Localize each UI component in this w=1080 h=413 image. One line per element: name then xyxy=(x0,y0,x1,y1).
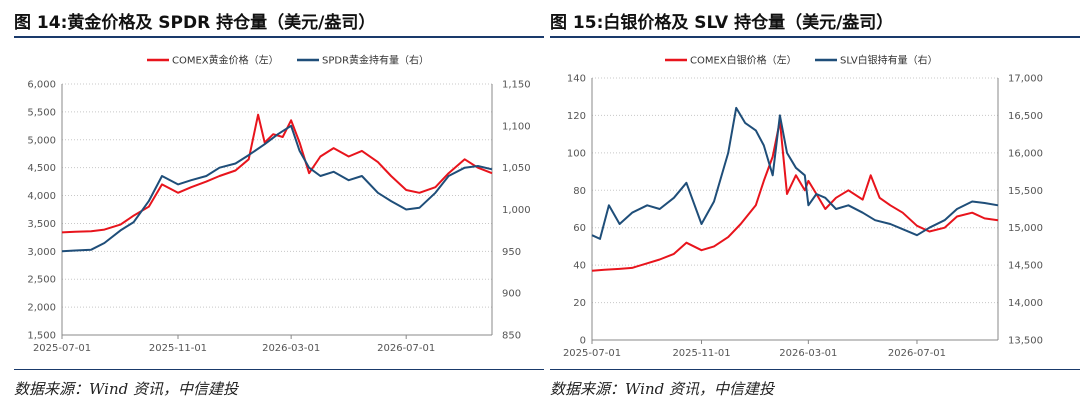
y-right-tick-label: 850 xyxy=(502,331,521,342)
y-left-tick-label: 4,500 xyxy=(27,163,56,174)
y-right-tick-label: 14,500 xyxy=(1008,261,1043,272)
y-left-tick-label: 140 xyxy=(567,74,586,85)
chart-title: 图 14:黄金价格及 SPDR 持仓量（美元/盎司） xyxy=(14,13,376,33)
y-right-tick-label: 16,000 xyxy=(1008,148,1043,159)
series-line-price xyxy=(591,120,999,272)
x-tick-label: 2025-11-01 xyxy=(672,348,730,359)
bottom-rule xyxy=(14,369,544,370)
y-left-tick-label: 2,500 xyxy=(27,275,56,286)
silver-chart: 0 20 40 60 80 100 120 140 13,500 14,000 14,500 15,0… xyxy=(563,54,1043,360)
y-left-tick-label: 60 xyxy=(573,223,586,234)
y-left-tick-label: 40 xyxy=(573,261,586,272)
y-right-tick-label: 900 xyxy=(502,289,521,300)
title-rule xyxy=(14,36,544,38)
series-line-holdings xyxy=(591,106,999,240)
legend-label: SPDR黄金持有量（右） xyxy=(322,54,429,67)
y-right-tick-label: 1,050 xyxy=(502,163,531,174)
y-right-tick-label: 1,100 xyxy=(502,121,531,132)
title-rule xyxy=(550,36,1080,38)
gold-panel: 图 14:黄金价格及 SPDR 持仓量（美元/盎司） 1,500 2,000 2,5… xyxy=(14,0,544,413)
y-right-tick-label: 17,000 xyxy=(1008,74,1043,85)
gold-chart: 1,500 2,000 2,500 3,000 3,500 4,000 4,500 5,000… xyxy=(27,54,531,355)
source-note: 数据来源：Wind 资讯，中信建投 xyxy=(550,380,774,398)
y-left-tick-label: 5,000 xyxy=(27,135,56,146)
y-left-tick-label: 5,500 xyxy=(27,107,56,118)
x-tick-label: 2025-07-01 xyxy=(33,343,91,354)
y-left-tick-label: 20 xyxy=(573,298,586,309)
y-left-tick-label: 6,000 xyxy=(27,80,56,91)
chart-title: 图 15:白银价格及 SLV 持仓量（美元/盎司） xyxy=(550,13,894,33)
y-left-tick-label: 3,000 xyxy=(27,247,56,258)
legend-label: COMEX黄金价格（左） xyxy=(172,54,279,67)
source-note: 数据来源：Wind 资讯，中信建投 xyxy=(14,380,238,398)
x-tick-label: 2026-03-01 xyxy=(779,348,837,359)
y-right-tick-label: 15,500 xyxy=(1008,186,1043,197)
y-right-tick-label: 1,150 xyxy=(502,80,531,91)
y-right-tick-label: 950 xyxy=(502,247,521,258)
y-left-tick-label: 100 xyxy=(567,148,586,159)
y-left-tick-label: 80 xyxy=(573,186,586,197)
series-line-holdings xyxy=(61,124,493,253)
legend-label: COMEX白银价格（左） xyxy=(690,54,797,67)
y-right-tick-label: 13,500 xyxy=(1008,336,1043,347)
y-left-tick-label: 0 xyxy=(580,336,586,347)
x-tick-label: 2026-03-01 xyxy=(262,343,320,354)
y-right-tick-label: 16,500 xyxy=(1008,111,1043,122)
y-right-tick-label: 14,000 xyxy=(1008,298,1043,309)
y-left-tick-label: 3,500 xyxy=(27,219,56,230)
y-left-tick-label: 4,000 xyxy=(27,191,56,202)
y-right-tick-label: 15,000 xyxy=(1008,223,1043,234)
silver-panel: 图 15:白银价格及 SLV 持仓量（美元/盎司） 0 20 40 60 80 100 12… xyxy=(550,0,1080,413)
x-tick-label: 2025-11-01 xyxy=(149,343,207,354)
y-right-tick-label: 1,000 xyxy=(502,205,531,216)
x-tick-label: 2025-07-01 xyxy=(563,348,621,359)
series-line-price xyxy=(61,113,493,234)
x-tick-label: 2026-07-01 xyxy=(888,348,946,359)
legend-label: SLV白银持有量（右） xyxy=(840,54,938,67)
y-left-tick-label: 1,500 xyxy=(27,331,56,342)
y-left-tick-label: 2,000 xyxy=(27,303,56,314)
y-left-tick-label: 120 xyxy=(567,111,586,122)
x-tick-label: 2026-07-01 xyxy=(377,343,435,354)
bottom-rule xyxy=(550,369,1080,370)
